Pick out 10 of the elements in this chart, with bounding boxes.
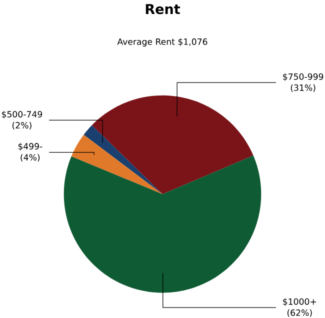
chart-title: Rent — [146, 4, 180, 14]
slice-label: $499- — [18, 142, 42, 151]
data-label: (4%) — [20, 154, 40, 162]
data-label: (31%) — [290, 84, 316, 92]
chart-subtitle: Average Rent $1,076 — [117, 38, 208, 47]
slice-label: $500-749 — [2, 110, 42, 119]
slice-label: $750-999 — [283, 73, 324, 81]
data-label: (62%) — [287, 309, 312, 317]
slice-label: $1000+ — [283, 298, 316, 306]
data-label: (2%) — [12, 122, 32, 130]
